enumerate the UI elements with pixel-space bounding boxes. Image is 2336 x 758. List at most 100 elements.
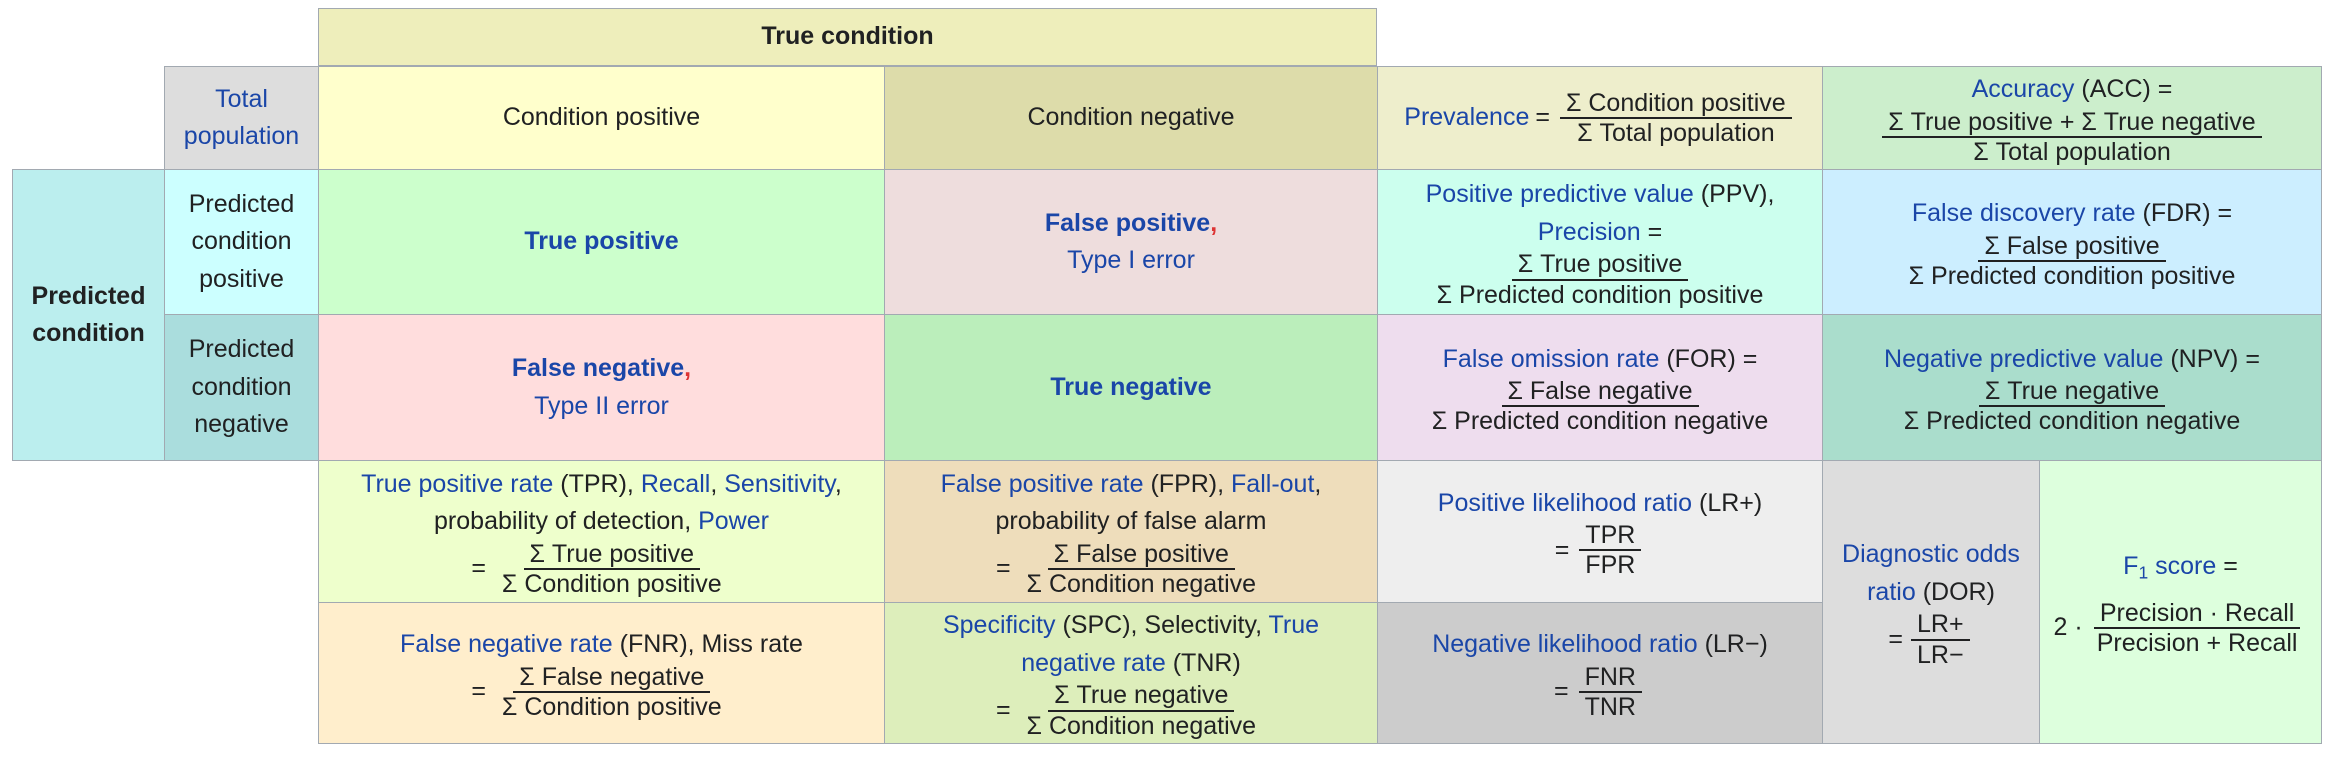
fpr-link[interactable]: False positive rate <box>940 469 1144 498</box>
tpr-prob-text: probability of detection, <box>434 507 692 536</box>
tpr-cell: True positive rate (TPR), Recall, Sensit… <box>318 460 885 603</box>
power-link[interactable]: Power <box>698 507 769 536</box>
lr-neg-equals: = <box>1554 677 1569 705</box>
spc-link[interactable]: Specificity <box>942 611 1056 640</box>
for-abbr: (FOR) = <box>1666 344 1758 373</box>
lr-neg-formula: = FNR TNR <box>1554 663 1646 721</box>
fpr-prob-text: probability of false alarm <box>995 507 1267 536</box>
false-positive-line: False positive, <box>1045 205 1217 243</box>
total-population-label: Total population <box>183 84 300 151</box>
ppv-link[interactable]: Positive predictive value <box>1425 180 1694 209</box>
f1-title: F1 score = <box>2123 548 2238 586</box>
false-negative-link[interactable]: False negative <box>511 354 685 382</box>
tpr-formula: = Σ True positive Σ Condition positive <box>471 541 731 598</box>
npv-abbr: (NPV) = <box>2170 344 2260 373</box>
ppv-fraction: Σ True positive Σ Predicted condition po… <box>1431 251 1770 308</box>
spc-formula: = Σ True negative Σ Condition negative <box>996 682 1266 739</box>
spc-denominator: Σ Condition negative <box>1026 711 1257 740</box>
for-title: False omission rate (FOR) = <box>1443 341 1758 379</box>
fdr-title: False discovery rate (FDR) = <box>1912 195 2232 233</box>
tpr-abbr: (TPR), <box>560 469 634 498</box>
type-i-error-link[interactable]: Type I error <box>1067 246 1195 274</box>
fnr-equals: = <box>471 677 486 705</box>
lr-neg-link[interactable]: Negative likelihood ratio <box>1432 630 1698 658</box>
tnr-abbr: (TNR) <box>1172 648 1241 677</box>
fnr-link[interactable]: False negative rate <box>400 630 613 658</box>
fpr-title: False positive rate (FPR), Fall-out, <box>941 466 1322 504</box>
dor-link-a[interactable]: Diagnostic odds <box>1842 540 2020 569</box>
fdr-abbr: (FDR) = <box>2142 199 2233 227</box>
accuracy-fraction: Σ True positive + Σ True negative Σ Tota… <box>1882 108 2262 166</box>
tpr-numerator: Σ True positive <box>523 541 701 570</box>
fnr-formula: = Σ False negative Σ Condition positive <box>471 663 731 721</box>
true-positive-cell: True positive <box>318 169 885 315</box>
tnr-line: negative rate (TNR) <box>1021 645 1241 683</box>
predicted-condition-header: Predicted condition <box>12 169 165 461</box>
f1-link[interactable]: F1 score <box>2123 551 2216 583</box>
false-negative-cell: False negative, Type II error <box>318 314 885 461</box>
for-cell: False omission rate (FOR) = Σ False nega… <box>1377 314 1823 461</box>
lr-pos-link[interactable]: Positive likelihood ratio <box>1437 488 1693 517</box>
tpr-link[interactable]: True positive rate <box>361 469 554 498</box>
false-negative-line: False negative, <box>512 350 691 388</box>
lr-pos-formula: = TPR FPR <box>1555 522 1646 579</box>
tpr-fraction: Σ True positive Σ Condition positive <box>496 541 728 598</box>
prevalence-numerator: Σ Condition positive <box>1559 90 1792 119</box>
ppv-numerator: Σ True positive <box>1511 251 1689 281</box>
true-negative-link[interactable]: True negative <box>1050 372 1212 401</box>
fnr-denominator: Σ Condition positive <box>501 692 722 721</box>
spc-cell: Specificity (SPC), Selectivity, True neg… <box>884 602 1378 744</box>
false-positive-cell: False positive, Type I error <box>884 169 1378 315</box>
f1-name: F <box>2123 551 2139 580</box>
lr-neg-abbr: (LR−) <box>1704 630 1768 658</box>
tpr-equals: = <box>471 554 486 583</box>
lr-neg-title: Negative likelihood ratio (LR−) <box>1432 626 1768 664</box>
tnr-link-a[interactable]: True <box>1268 611 1320 640</box>
precision-link[interactable]: Precision <box>1537 217 1641 246</box>
for-denominator: Σ Predicted condition negative <box>1431 407 1769 436</box>
lr-neg-fraction: FNR TNR <box>1578 663 1642 721</box>
true-positive-link[interactable]: True positive <box>524 227 679 256</box>
ppv-abbr: (PPV), <box>1700 180 1775 209</box>
false-positive-link[interactable]: False positive <box>1044 208 1211 237</box>
npv-link[interactable]: Negative predictive value <box>1884 344 2164 373</box>
prevalence-fraction: Σ Condition positive Σ Total population <box>1559 90 1792 147</box>
fnr-cell: False negative rate (FNR), Miss rate = Σ… <box>318 602 885 744</box>
condition-positive-label: Condition positive <box>502 103 701 132</box>
tpr-detection-line: probability of detection, Power <box>434 503 769 541</box>
condition-negative-label: Condition negative <box>1027 103 1235 132</box>
accuracy-cell: Accuracy (ACC) = Σ True positive + Σ Tru… <box>1822 66 2322 170</box>
prevalence-link[interactable]: Prevalence <box>1404 103 1530 132</box>
f1-subscript: 1 <box>2138 562 2149 583</box>
fnr-numerator: Σ False negative <box>513 663 711 693</box>
recall-link[interactable]: Recall <box>640 469 711 498</box>
fallout-link[interactable]: Fall-out <box>1231 469 1315 498</box>
accuracy-link[interactable]: Accuracy <box>1971 75 2075 103</box>
total-population-cell[interactable]: Total population <box>164 66 319 170</box>
npv-title: Negative predictive value (NPV) = <box>1884 341 2260 379</box>
for-link[interactable]: False omission rate <box>1442 344 1660 373</box>
fnr-fraction: Σ False negative Σ Condition positive <box>496 663 728 721</box>
fpr-numerator: Σ False positive <box>1047 541 1235 570</box>
fallout-comma: , <box>1314 469 1322 498</box>
recall-comma: , <box>710 469 718 498</box>
accuracy-denominator: Σ Total population <box>1973 137 2171 166</box>
dor-title-b: ratio (DOR) <box>1867 574 1995 612</box>
predicted-condition-label: Predicted condition <box>31 281 146 348</box>
tnr-link-b[interactable]: negative rate <box>1021 648 1166 677</box>
type-ii-error-link[interactable]: Type II error <box>534 391 669 420</box>
dor-link-b[interactable]: ratio <box>1867 577 1916 606</box>
fpr-denominator: Σ Condition negative <box>1026 570 1257 598</box>
npv-cell: Negative predictive value (NPV) = Σ True… <box>1822 314 2322 461</box>
lr-pos-fraction: TPR FPR <box>1579 522 1642 579</box>
spc-abbr: (SPC), Selectivity, <box>1062 611 1263 640</box>
lr-neg-cell: Negative likelihood ratio (LR−) = FNR TN… <box>1377 602 1823 744</box>
sensitivity-comma: , <box>834 469 842 498</box>
condition-negative-header: Condition negative <box>884 66 1378 170</box>
tpr-title: True positive rate (TPR), Recall, Sensit… <box>361 466 842 504</box>
fdr-link[interactable]: False discovery rate <box>1911 199 2136 227</box>
accuracy-title: Accuracy (ACC) = <box>1972 71 2173 109</box>
lr-pos-numerator: TPR <box>1579 522 1642 552</box>
sensitivity-link[interactable]: Sensitivity <box>724 469 835 498</box>
fpr-equals: = <box>995 554 1011 583</box>
